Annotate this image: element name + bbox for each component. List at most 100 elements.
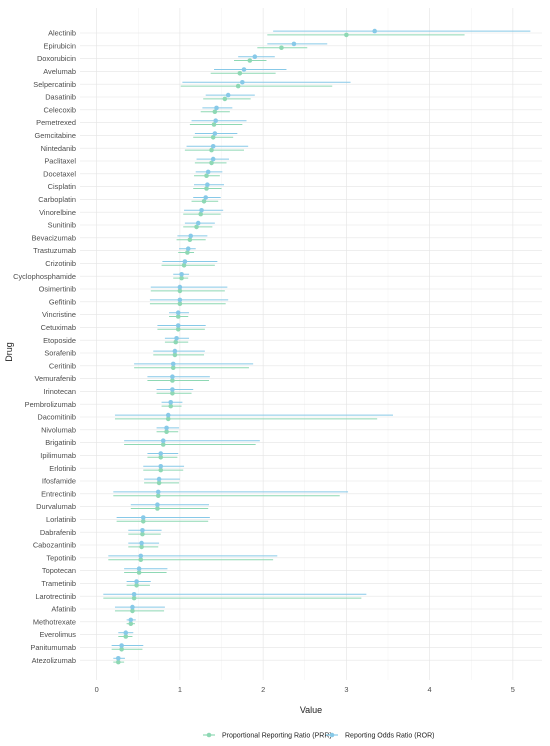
prr-point-tepotinib	[138, 557, 144, 562]
ror-point-dasatinib	[225, 92, 231, 98]
y-tick-label-nivolumab: Nivolumab	[41, 425, 76, 434]
ror-point-sorafenib	[172, 348, 178, 354]
ror-point-ipilimumab	[158, 451, 164, 456]
x-tick-label-0: 0	[95, 685, 99, 694]
ror-point-durvalumab	[155, 502, 160, 508]
ror-point-nivolumab	[164, 425, 169, 431]
ror-point-ceritinib	[170, 361, 176, 367]
y-tick-label-irinotecan: Irinotecan	[44, 387, 76, 396]
ror-point-everolimus	[123, 630, 129, 635]
prr-point-cisplatin	[204, 186, 209, 191]
prr-point-nintedanib	[209, 147, 214, 153]
ror-point-bevacizumab	[188, 233, 194, 239]
legend: Proportional Reporting Ratio (PRR) Repor…	[203, 733, 434, 740]
prr-point-docetaxel	[204, 173, 209, 178]
prr-point-pemetrexed	[211, 122, 217, 127]
ror-point-cabozantinib	[139, 540, 144, 546]
prr-point-durvalumab	[155, 506, 160, 511]
prr-point-avelumab	[237, 71, 243, 76]
ror-point-carboplatin	[203, 195, 208, 200]
y-tick-label-selpercatinib: Selpercatinib	[33, 80, 76, 89]
prr-point-everolimus	[123, 634, 129, 639]
ror-point-alectinib	[372, 28, 377, 34]
ror-point-etoposide	[174, 336, 179, 341]
legend-key-ror-point	[329, 732, 335, 738]
prr-point-carboplatin	[201, 199, 207, 204]
prr-point-dabrafenib	[140, 531, 145, 537]
ror-point-tepotinib	[138, 553, 144, 559]
prr-point-osimertinib	[177, 288, 183, 294]
ror-point-sunitinib	[195, 220, 201, 226]
y-tick-label-sunitinib: Sunitinib	[48, 221, 76, 230]
ror-point-dabrafenib	[140, 528, 145, 533]
ror-point-pemetrexed	[213, 118, 218, 123]
ror-point-erlotinib	[158, 464, 164, 469]
prr-point-bevacizumab	[187, 237, 193, 242]
legend-key-prr-point	[206, 732, 212, 738]
prr-point-vincristine	[175, 314, 181, 319]
y-tick-label-pemetrexed: Pemetrexed	[36, 118, 76, 127]
y-tick-label-cabozantinib: Cabozantinib	[33, 541, 76, 550]
ror-point-gefitinib	[177, 297, 183, 303]
y-tick-label-methotrexate: Methotrexate	[33, 617, 76, 626]
ror-point-cyclophosphamide	[179, 272, 184, 277]
x-tick-label-3: 3	[344, 685, 348, 694]
prr-point-pembrolizumab	[168, 403, 174, 409]
ror-point-entrectinib	[155, 489, 161, 495]
ror-point-osimertinib	[177, 284, 183, 290]
prr-point-etoposide	[173, 339, 179, 345]
y-tick-label-ipilimumab: Ipilimumab	[40, 451, 76, 460]
ror-point-larotrectinib	[131, 592, 137, 597]
ror-point-brigatinib	[160, 438, 166, 444]
y-tick-label-panitumumab: Panitumumab	[30, 643, 76, 652]
prr-point-gemcitabine	[210, 135, 216, 140]
ror-point-afatinib	[130, 604, 135, 610]
prr-point-celecoxib	[212, 109, 218, 114]
prr-point-methotrexate	[128, 621, 134, 626]
y-tick-label-dabrafenib: Dabrafenib	[40, 528, 76, 537]
prr-point-brigatinib	[160, 442, 166, 447]
y-tick-label-erlotinib: Erlotinib	[49, 464, 76, 473]
y-tick-label-avelumab: Avelumab	[43, 67, 76, 76]
y-tick-label-crizotinib: Crizotinib	[45, 259, 76, 268]
prr-point-irinotecan	[170, 391, 175, 396]
prr-point-ceritinib	[170, 365, 176, 371]
prr-point-gefitinib	[177, 301, 183, 307]
ror-point-docetaxel	[205, 169, 211, 175]
ror-point-vemurafenib	[170, 374, 175, 380]
y-tick-label-lorlatinib: Lorlatinib	[46, 515, 76, 524]
prr-point-erlotinib	[158, 467, 164, 473]
prr-point-ipilimumab	[158, 455, 164, 460]
ror-point-vincristine	[175, 310, 181, 316]
prr-point-sorafenib	[172, 352, 178, 358]
y-tick-label-larotrectinib: Larotrectinib	[35, 592, 76, 601]
prr-point-ifosfamide	[156, 480, 162, 486]
prr-point-selpercatinib	[235, 83, 241, 89]
legend-item-prr: Proportional Reporting Ratio (PRR)	[203, 733, 332, 740]
prr-point-topotecan	[136, 570, 142, 575]
y-tick-label-gefitinib: Gefitinib	[49, 297, 76, 306]
prr-point-doxorubicin	[247, 58, 253, 63]
y-tick-label-topotecan: Topotecan	[42, 566, 76, 575]
prr-point-panitumumab	[119, 647, 124, 652]
ror-point-ifosfamide	[156, 476, 162, 482]
y-tick-label-durvalumab: Durvalumab	[36, 502, 76, 511]
y-tick-label-vincristine: Vincristine	[42, 310, 76, 319]
ror-point-vinorelbine	[199, 208, 204, 213]
y-tick-label-ceritinib: Ceritinib	[49, 361, 76, 370]
y-tick-label-epirubicin: Epirubicin	[44, 41, 76, 50]
y-tick-label-osimertinib: Osimertinib	[39, 285, 76, 294]
ror-point-epirubicin	[291, 41, 297, 47]
prr-point-dacomitinib	[165, 416, 171, 422]
y-tick-labels: Alectinib Epirubicin Doxorubicin Avelumab Se…	[13, 29, 76, 665]
y-tick-label-vemurafenib: Vemurafenib	[35, 374, 77, 383]
prr-point-vemurafenib	[170, 378, 175, 383]
prr-point-larotrectinib	[131, 595, 137, 601]
prr-point-vinorelbine	[198, 211, 204, 217]
y-tick-label-afatinib: Afatinib	[51, 605, 76, 614]
y-tick-label-sorafenib: Sorafenib	[44, 349, 76, 358]
y-tick-label-atezolizumab: Atezolizumab	[32, 656, 76, 665]
point-estimates	[115, 28, 377, 665]
ror-point-trametinib	[134, 579, 139, 584]
